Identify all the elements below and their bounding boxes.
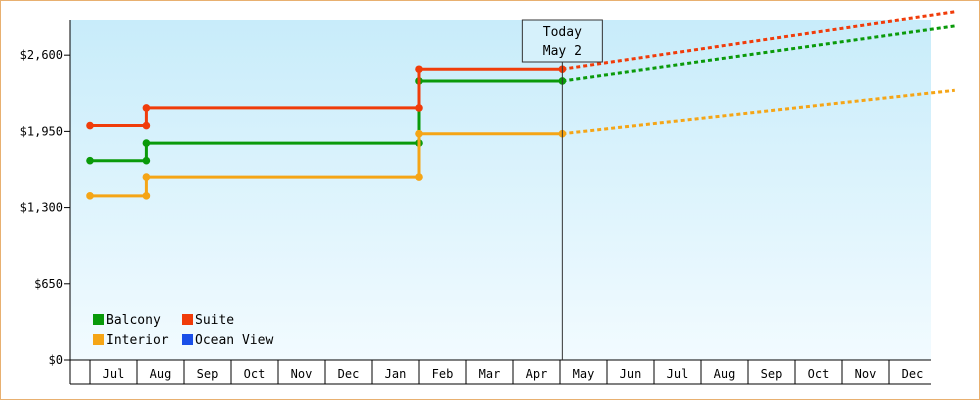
series-projection <box>562 88 955 136</box>
series-point <box>86 121 94 130</box>
series-point <box>142 156 151 165</box>
series-line <box>90 132 563 198</box>
today-date: May 2 <box>543 44 582 59</box>
y-tick-label: $0 <box>49 353 63 367</box>
y-tick-label: $2,600 <box>20 48 63 62</box>
series-point <box>142 104 151 112</box>
series-point <box>415 173 423 181</box>
x-tick-label: Jul <box>103 367 125 381</box>
legend-swatch <box>182 334 193 345</box>
x-tick-label: Apr <box>526 367 548 381</box>
series-point <box>142 192 151 200</box>
x-tick-label: Oct <box>808 367 830 381</box>
x-tick-label: Aug <box>714 367 736 381</box>
series-projection <box>562 24 956 83</box>
today-box <box>521 19 603 63</box>
x-tick-label: Feb <box>432 367 454 381</box>
series-line <box>90 67 563 127</box>
legend-label: Balcony <box>106 313 161 328</box>
legend-swatch <box>182 314 193 325</box>
legend-label: Ocean View <box>195 333 273 348</box>
today-label: Today <box>543 25 582 40</box>
y-tick-label: $1,950 <box>20 124 63 138</box>
series-point <box>86 156 94 165</box>
x-tick-label: Nov <box>291 367 313 381</box>
series-point <box>142 173 151 181</box>
x-tick-label: Nov <box>855 367 877 381</box>
legend-swatch <box>93 314 104 325</box>
x-tick-label: Mar <box>479 367 501 381</box>
series-point <box>415 65 423 74</box>
x-tick-label: Jan <box>385 367 407 381</box>
series-line <box>90 79 563 163</box>
series-point <box>142 121 151 130</box>
plot-area <box>70 20 931 360</box>
series-point <box>142 139 151 147</box>
x-tick-label: Sep <box>761 367 783 381</box>
y-tick-label: $650 <box>34 277 63 291</box>
x-tick-label: Dec <box>902 367 924 381</box>
legend-label: Interior <box>106 333 169 348</box>
series-projection <box>562 10 956 71</box>
x-tick-label: May <box>573 367 595 381</box>
x-tick-label: Jul <box>667 367 689 381</box>
series-point <box>415 104 423 112</box>
x-tick-label: Aug <box>150 367 172 381</box>
series-point <box>415 129 423 138</box>
x-tick-label: Dec <box>338 367 360 381</box>
series-point <box>86 192 94 200</box>
legend-swatch <box>93 334 104 345</box>
x-tick-label: Sep <box>197 367 219 381</box>
x-tick-label: Oct <box>244 367 266 381</box>
x-tick-label: Jun <box>620 367 642 381</box>
legend-label: Suite <box>195 313 234 328</box>
y-tick-label: $1,300 <box>20 201 63 215</box>
